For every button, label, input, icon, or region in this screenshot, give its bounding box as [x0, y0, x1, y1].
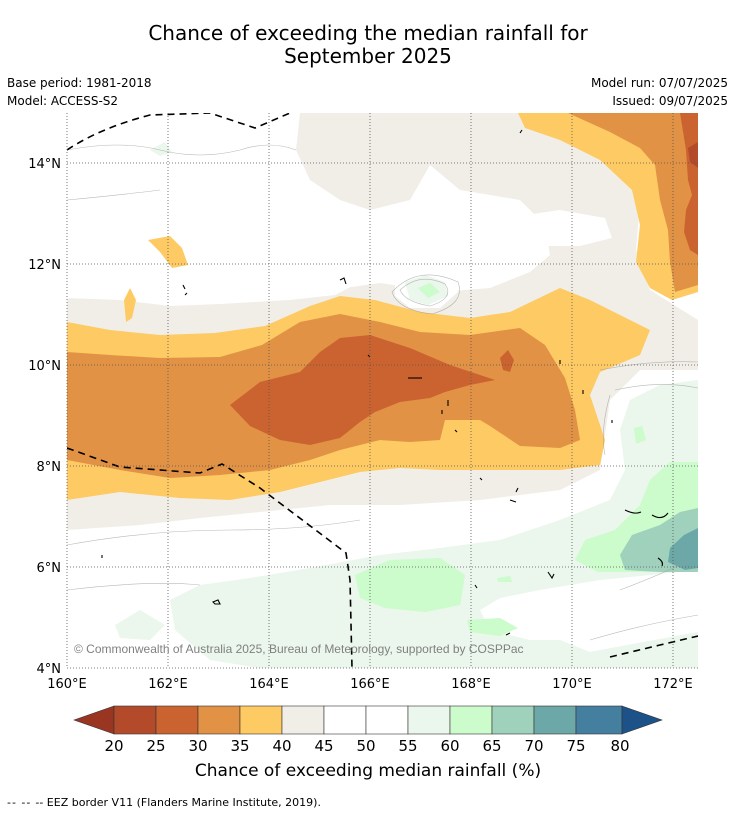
eez-legend-symbol: -- -- [7, 796, 32, 809]
colorbar-extend-low [73, 705, 115, 735]
colorbar-bin [197, 705, 241, 735]
colorbar-ticks: 20 25 30 35 40 45 50 55 60 65 70 75 80 [104, 737, 629, 755]
colorbar-tick-label: 80 [610, 737, 629, 755]
x-tick-label: 166°E [350, 677, 390, 692]
base-period: Base period: 1981-2018 [7, 76, 152, 90]
x-axis: 160°E 162°E 164°E 166°E 168°E 170°E 172°… [47, 677, 693, 692]
colorbar-tick-label: 65 [482, 737, 501, 755]
colorbar-tick-label: 50 [356, 737, 375, 755]
colorbar-bin [239, 705, 283, 735]
x-tick-label: 164°E [249, 677, 289, 692]
colorbar-tick-label: 70 [524, 737, 543, 755]
colorbar-tick-label: 25 [146, 737, 165, 755]
copyright-text: © Commonwealth of Australia 2025, Bureau… [74, 642, 524, 656]
colorbar-tick-label: 35 [230, 737, 249, 755]
y-tick-label: 12°N [28, 258, 61, 273]
zone-70-75 [668, 528, 698, 570]
colorbar-tick-label: 55 [398, 737, 417, 755]
y-tick-label: 14°N [28, 157, 61, 172]
colorbar-bin [407, 705, 451, 735]
colorbar-tick-label: 45 [314, 737, 333, 755]
colorbar [73, 705, 663, 735]
x-tick-label: 172°E [653, 677, 693, 692]
colorbar-bin [323, 705, 367, 735]
contour-lines [67, 144, 698, 641]
colorbar-bin [491, 705, 535, 735]
title-line-2: September 2025 [284, 44, 452, 68]
colorbar-tick-label: 60 [440, 737, 459, 755]
eez-border [67, 113, 698, 668]
colorbar-label: Chance of exceeding median rainfall (%) [194, 761, 542, 781]
colorbar-tick-label: 40 [272, 737, 291, 755]
colorbar-bin [155, 705, 199, 735]
eez-legend: -- -- -- EEZ border V11 (Flanders Marine … [7, 796, 321, 809]
x-tick-label: 160°E [47, 677, 87, 692]
colorbar-tick-label: 30 [188, 737, 207, 755]
colorbar-tick-label: 20 [104, 737, 123, 755]
model-run: Model run: 07/07/2025 [590, 76, 728, 90]
y-tick-label: 4°N [37, 662, 62, 677]
colorbar-bin [575, 705, 623, 735]
colorbar-bin [449, 705, 493, 735]
y-tick-label: 8°N [37, 460, 62, 475]
model-name: Model: ACCESS-S2 [7, 94, 119, 108]
rainfall-field [67, 113, 698, 668]
colorbar-bin [113, 705, 157, 735]
colorbar-tick-label: 75 [566, 737, 585, 755]
x-tick-label: 168°E [451, 677, 491, 692]
eez-legend-text: -- EEZ border V11 (Flanders Marine Insti… [35, 796, 321, 809]
island-outlines [101, 129, 669, 636]
colorbar-bin [365, 705, 409, 735]
title-line-1: Chance of exceeding the median rainfall … [148, 21, 588, 45]
issued-date: Issued: 09/07/2025 [612, 94, 728, 108]
map-title: Chance of exceeding the median rainfall … [0, 22, 736, 68]
zone-20-25 [688, 142, 698, 168]
colorbar-extend-high [621, 705, 663, 735]
colorbar-bin [281, 705, 325, 735]
y-tick-label: 6°N [37, 561, 62, 576]
colorbar-bin [533, 705, 577, 735]
x-tick-label: 170°E [552, 677, 592, 692]
meta-right: Model run: 07/07/2025 Issued: 09/07/2025 [591, 74, 728, 110]
y-tick-label: 10°N [28, 359, 61, 374]
meta-left: Base period: 1981-2018 Model: ACCESS-S2 [7, 74, 152, 110]
x-tick-label: 162°E [148, 677, 188, 692]
y-axis: 4°N 6°N 8°N 10°N 12°N 14°N [28, 157, 61, 677]
graticule [66, 113, 698, 669]
